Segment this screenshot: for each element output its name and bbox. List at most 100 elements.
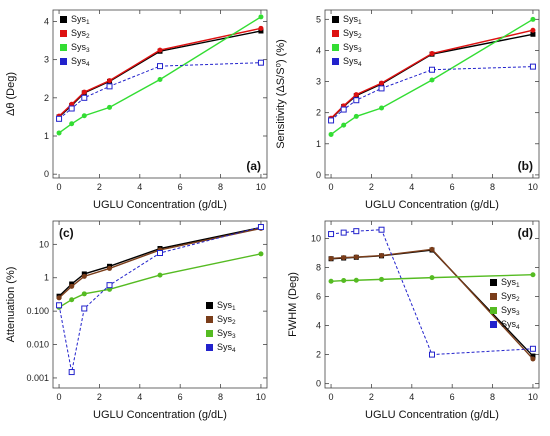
series-4 [328, 63, 536, 124]
data-point [258, 25, 264, 31]
legend-swatch [206, 316, 213, 323]
data-point [107, 104, 113, 110]
y-tick-label: 3 [44, 55, 49, 65]
x-tick-label: 2 [97, 182, 102, 192]
legend-swatch [60, 30, 67, 37]
data-point [106, 282, 113, 289]
x-tick-label: 8 [218, 182, 223, 192]
legend-label: Sys1 [343, 14, 362, 26]
data-point [157, 250, 163, 257]
legend-swatch [490, 307, 497, 314]
y-tick-label: 0.100 [26, 306, 49, 316]
y-tick-label: 1 [44, 273, 49, 283]
legend-swatch [490, 293, 497, 300]
data-point [429, 275, 435, 281]
legend-label: Sys3 [343, 42, 362, 54]
y-tick-label: 0 [316, 379, 321, 389]
data-point [56, 295, 62, 301]
data-point [529, 63, 536, 70]
y-tick-label: 0.001 [26, 373, 49, 383]
y-tick-label: 0.010 [26, 340, 49, 350]
legend-label: Sys4 [71, 56, 90, 68]
data-point [258, 14, 264, 20]
series-line [330, 18, 534, 136]
legend-swatch [332, 44, 339, 51]
data-point [341, 122, 347, 128]
data-point [107, 265, 113, 271]
data-point [157, 272, 163, 278]
data-point [69, 297, 75, 303]
data-point [530, 31, 536, 37]
series-line [330, 66, 533, 121]
y-tick-label: 1 [44, 131, 49, 141]
data-point [81, 113, 87, 119]
legend-swatch [206, 302, 213, 309]
chart-panel-b: 0 2 4 6 8 10 0 1 2 3 4 5 UGLU Concentration (g/dL) Se… [275, 9, 540, 211]
data-point [378, 85, 385, 92]
data-point [341, 255, 347, 261]
data-point [379, 80, 385, 86]
legend-swatch [490, 321, 497, 328]
plot-frame [52, 220, 268, 389]
legend: Sys1 Sys2 Sys3 Sys4 [332, 14, 362, 68]
plot-frame [52, 9, 268, 179]
y-tick-label: 4 [44, 16, 49, 26]
legend-swatch [60, 16, 67, 23]
data-point [353, 228, 360, 235]
data-point [81, 305, 88, 312]
data-point [378, 226, 385, 233]
x-tick-label: 0 [57, 392, 62, 402]
data-point [529, 345, 536, 352]
panel-label: (a) [246, 159, 261, 173]
data-point [530, 353, 536, 359]
legend-label: Sys1 [71, 14, 90, 26]
data-point [429, 351, 435, 358]
x-tick-label: 6 [450, 182, 455, 192]
legend-swatch [60, 58, 67, 65]
series-line [58, 227, 262, 299]
data-point [328, 278, 334, 284]
x-tick-label: 10 [528, 182, 538, 192]
x-tick-label: 2 [97, 392, 102, 402]
data-point [353, 113, 359, 119]
y-axis-label: Attenuation (%) [5, 267, 17, 343]
data-point [530, 272, 536, 278]
y-axis-label: Δθ (Deg) [5, 72, 17, 116]
y-tick-label: 5 [316, 14, 321, 24]
data-point [530, 27, 536, 33]
legend-label: Sys1 [501, 277, 520, 289]
chart-panel-a: 0 2 4 6 8 10 0 1 2 3 4 UGLU Concentration (g/dL) Δθ … [5, 9, 268, 211]
legend: Sys1 Sys2 Sys3 Sys4 [206, 300, 236, 354]
x-tick-label: 10 [256, 182, 266, 192]
series-3 [56, 14, 264, 136]
data-point [81, 89, 87, 95]
x-axis-label: UGLU Concentration (g/dL) [93, 409, 227, 421]
data-point [429, 77, 435, 83]
legend: Sys1 Sys2 Sys3 Sys4 [490, 277, 520, 331]
data-point [429, 66, 435, 73]
legend-label: Sys3 [501, 305, 520, 317]
data-point [157, 76, 163, 82]
x-tick-label: 6 [178, 182, 183, 192]
y-tick-label: 2 [316, 350, 321, 360]
series-4 [56, 224, 264, 376]
data-point [257, 59, 264, 66]
chart-panel-d: 0 2 4 6 8 10 0 2 4 6 8 10 UGLU Concentration (g/dL) F… [287, 220, 540, 421]
x-tick-label: 10 [528, 392, 538, 402]
y-tick-label: 1 [316, 139, 321, 149]
data-point [328, 231, 335, 238]
y-tick-label: 10 [39, 239, 49, 249]
data-point [379, 253, 385, 259]
series-2 [328, 246, 536, 362]
legend: Sys1 Sys2 Sys3 Sys4 [60, 14, 90, 68]
legend-label: Sys2 [343, 28, 362, 40]
x-tick-label: 8 [490, 182, 495, 192]
data-point [68, 105, 75, 112]
data-point [328, 255, 334, 261]
x-tick-label: 4 [137, 182, 142, 192]
data-point [69, 283, 75, 289]
panel-label: (c) [59, 226, 74, 240]
legend-label: Sys4 [343, 56, 362, 68]
y-axis-label: Sensitivity (ΔS/S⁰) (%) [275, 39, 287, 149]
